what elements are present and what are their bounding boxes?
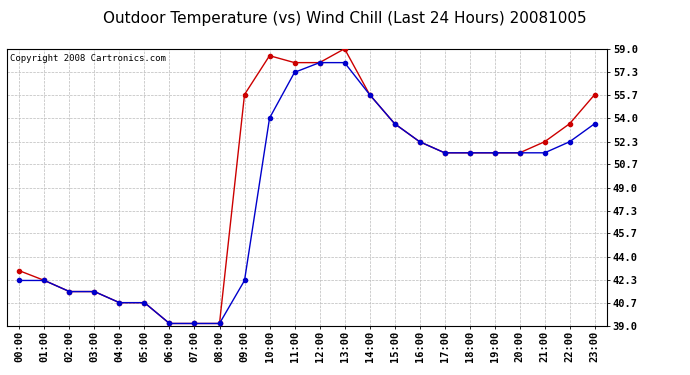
Text: Copyright 2008 Cartronics.com: Copyright 2008 Cartronics.com <box>10 54 166 63</box>
Text: Outdoor Temperature (vs) Wind Chill (Last 24 Hours) 20081005: Outdoor Temperature (vs) Wind Chill (Las… <box>104 11 586 26</box>
